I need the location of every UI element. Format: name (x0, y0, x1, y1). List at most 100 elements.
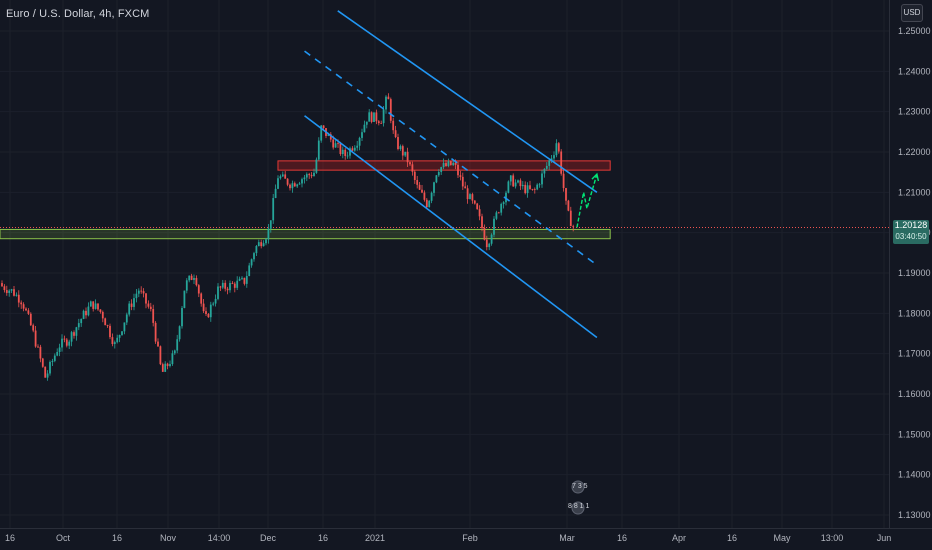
candle (245, 271, 248, 288)
x-tick-label: Dec (260, 533, 277, 543)
candle (361, 128, 363, 141)
candle (53, 353, 56, 363)
x-tick-label: Apr (672, 533, 686, 543)
channel-lower-line[interactable] (304, 115, 598, 339)
candle (555, 139, 558, 158)
candle (365, 121, 368, 129)
y-tick-label: 1.17000 (898, 349, 931, 359)
candle (461, 172, 464, 190)
candle (363, 120, 366, 133)
x-tick-label: Nov (160, 533, 177, 543)
candle (550, 155, 553, 164)
y-tick-label: 1.15000 (898, 429, 931, 439)
candle (56, 348, 59, 357)
y-tick-label: 1.22000 (898, 147, 931, 157)
candle (397, 133, 399, 151)
x-tick-label: 2021 (365, 533, 385, 543)
candle (473, 200, 476, 205)
candle (521, 181, 524, 190)
candle (466, 185, 469, 204)
x-tick-label: 13:00 (821, 533, 844, 543)
candle (147, 300, 150, 309)
candle (34, 326, 37, 348)
candle (262, 240, 265, 247)
candle (483, 224, 486, 241)
candle (387, 93, 390, 100)
candle (416, 175, 419, 189)
candle (286, 178, 289, 187)
candle (39, 344, 42, 363)
candle (411, 161, 414, 176)
candle (567, 199, 570, 212)
support-zone[interactable] (0, 228, 611, 240)
candle (25, 307, 27, 312)
candle (154, 321, 157, 344)
candle (236, 276, 239, 291)
candle (128, 301, 131, 317)
candle (305, 172, 308, 182)
grid-lines (0, 0, 889, 528)
projection-arrow[interactable] (576, 173, 598, 228)
candle (308, 172, 311, 179)
candle (346, 151, 349, 159)
candle (255, 244, 258, 256)
channel-mid-dashed-line[interactable] (304, 50, 598, 266)
currency-button[interactable]: USD (901, 4, 923, 22)
candle (137, 288, 140, 298)
candle (279, 174, 282, 180)
candle (548, 159, 551, 170)
candle (164, 361, 167, 373)
candle (65, 337, 68, 348)
candle (106, 324, 109, 328)
drawings (304, 10, 600, 515)
candle (161, 362, 164, 372)
candle (488, 242, 491, 251)
candle (17, 290, 20, 308)
candle (226, 286, 229, 295)
y-tick-label: 1.24000 (898, 66, 931, 76)
candle (82, 309, 85, 320)
candle (272, 193, 275, 224)
price-axis-border (889, 0, 890, 528)
candle (87, 302, 90, 317)
candle (358, 136, 361, 151)
price-axis[interactable]: 1.250001.240001.230001.220001.210001.200… (898, 26, 931, 520)
candle (447, 158, 450, 168)
y-tick-label: 1.19000 (898, 268, 931, 278)
candle (557, 141, 560, 154)
ideas-badge-top[interactable]: 7 3 5 (572, 483, 588, 490)
candle (32, 323, 35, 333)
candle (140, 286, 143, 294)
candle (77, 318, 80, 331)
candle (166, 362, 169, 370)
candle (27, 308, 30, 315)
channel-upper-line[interactable] (337, 10, 598, 193)
candle (248, 262, 251, 277)
candle (423, 190, 426, 202)
candle (109, 323, 111, 340)
time-axis[interactable]: 16 Oct 16 Nov 14:00 Dec 16 2021 Feb Mar 16 Apr 16 May… (5, 533, 891, 543)
candle (493, 216, 495, 238)
candle (200, 292, 203, 307)
y-tick-label: 1.21000 (898, 187, 931, 197)
candle (229, 280, 231, 293)
candle (212, 301, 215, 307)
candle (514, 179, 517, 189)
ideas-badge-bottom[interactable]: 8 8 1 1 (568, 503, 589, 510)
candle (193, 274, 195, 285)
candle (392, 117, 395, 134)
candle (497, 211, 500, 214)
candle (133, 293, 135, 311)
candle (469, 192, 471, 200)
candle (310, 172, 313, 179)
candle (449, 160, 452, 166)
candle (135, 289, 138, 303)
candle (485, 235, 488, 251)
candle (8, 289, 11, 297)
candle (111, 333, 114, 347)
symbol-title[interactable]: Euro / U.S. Dollar, 4h, FXCM (6, 8, 150, 20)
candle (80, 318, 83, 327)
candle (289, 183, 291, 191)
candle (375, 109, 378, 125)
